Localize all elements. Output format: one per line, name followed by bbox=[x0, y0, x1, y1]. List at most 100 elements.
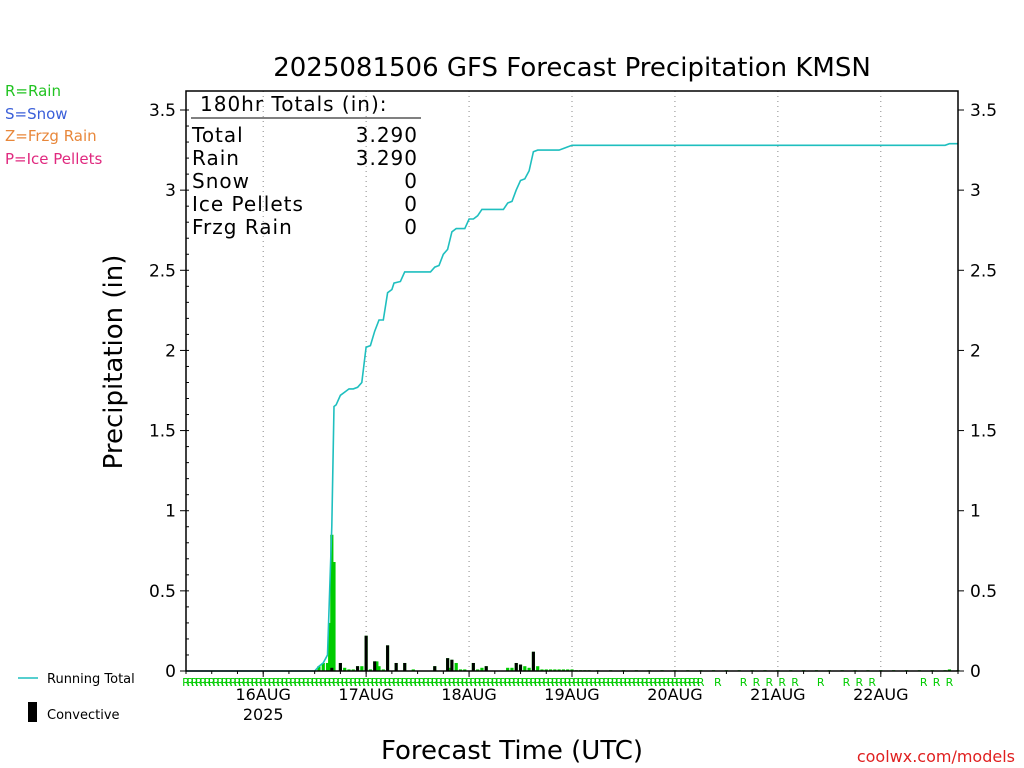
rain-type-marker: R bbox=[375, 676, 383, 689]
precip-bar bbox=[566, 669, 570, 671]
rain-type-marker: R bbox=[817, 676, 825, 689]
totals-box: 180hr Totals (in): Total 3.290 Rain 3.29… bbox=[191, 92, 421, 239]
running-total-line bbox=[186, 142, 958, 672]
rain-type-marker: R bbox=[294, 676, 302, 689]
rain-type-marker: R bbox=[650, 676, 658, 689]
rain-type-marker: R bbox=[431, 676, 439, 689]
rain-type-marker: R bbox=[448, 676, 456, 689]
rain-type-marker: R bbox=[538, 676, 546, 689]
totals-label-frzg-rain: Frzg Rain bbox=[192, 215, 293, 239]
rain-type-marker: R bbox=[409, 676, 417, 689]
convective-bar bbox=[330, 667, 334, 671]
rain-type-marker: R bbox=[654, 676, 662, 689]
totals-label-total: Total bbox=[191, 123, 244, 147]
convective-bar bbox=[519, 664, 523, 671]
rain-type-marker: R bbox=[208, 676, 216, 689]
rain-type-marker: R bbox=[251, 676, 259, 689]
rain-type-marker: R bbox=[238, 676, 246, 689]
rain-type-marker: R bbox=[547, 676, 555, 689]
rain-type-marker: R bbox=[671, 676, 679, 689]
precip-bar bbox=[321, 662, 325, 671]
rain-type-marker: R bbox=[229, 676, 237, 689]
precip-bar bbox=[347, 669, 351, 671]
convective-swatch bbox=[28, 702, 37, 722]
precip-bar bbox=[317, 666, 321, 671]
y-tick-label-left: 2 bbox=[165, 341, 176, 361]
convective-bar bbox=[531, 651, 535, 671]
precip-bar bbox=[544, 669, 548, 671]
totals-header: 180hr Totals (in): bbox=[200, 92, 388, 116]
rain-type-marker: R bbox=[444, 676, 452, 689]
x-tick-label: 16AUG bbox=[235, 685, 290, 704]
precip-bar bbox=[411, 669, 415, 671]
precip-bar bbox=[332, 562, 336, 671]
precip-bar bbox=[368, 669, 373, 671]
rain-type-marker: R bbox=[465, 676, 473, 689]
rain-type-marker: R bbox=[414, 676, 422, 689]
rain-type-marker: R bbox=[590, 676, 598, 689]
y-tick-label-right: 1.5 bbox=[970, 422, 997, 442]
legend-snow: S=Snow bbox=[5, 105, 68, 123]
rain-type-marker: R bbox=[491, 676, 499, 689]
rain-type-marker: R bbox=[658, 676, 666, 689]
rain-type-marker: R bbox=[452, 676, 460, 689]
rain-type-marker: R bbox=[946, 676, 954, 689]
y-tick-label-left: 2.5 bbox=[149, 261, 176, 281]
rain-type-marker: R bbox=[560, 676, 568, 689]
rain-type-marker: R bbox=[504, 676, 512, 689]
rain-type-marker: R bbox=[697, 676, 705, 689]
convective-bar bbox=[386, 645, 390, 671]
rain-type-marker: R bbox=[281, 676, 289, 689]
series-legend: Running Total Convective bbox=[18, 672, 135, 723]
rain-type-marker: R bbox=[740, 676, 748, 689]
y-tick-label-left: 0.5 bbox=[149, 582, 176, 602]
precip-bar bbox=[553, 669, 557, 671]
rain-type-marker: R bbox=[461, 676, 469, 689]
precip-bar bbox=[947, 669, 952, 671]
rain-type-marker: R bbox=[551, 676, 559, 689]
rain-type-marker: R bbox=[268, 676, 276, 689]
y-tick-label-left: 1.5 bbox=[149, 422, 176, 442]
rain-type-marker: R bbox=[255, 676, 263, 689]
rain-type-marker: R bbox=[345, 676, 353, 689]
rain-type-marker: R bbox=[427, 676, 435, 689]
precip-bar bbox=[454, 662, 458, 671]
rain-type-marker: R bbox=[663, 676, 671, 689]
rain-type-marker: R bbox=[234, 676, 242, 689]
rain-type-marker: R bbox=[487, 676, 495, 689]
rain-type-marker: R bbox=[512, 676, 520, 689]
convective-bar bbox=[364, 635, 368, 671]
running-total-layer bbox=[186, 142, 958, 672]
rain-type-marker: R bbox=[856, 676, 864, 689]
rain-type-marker: R bbox=[568, 676, 576, 689]
rain-type-marker: R bbox=[362, 676, 370, 689]
rain-type-marker: R bbox=[191, 676, 199, 689]
y-tick-label-left: 3 bbox=[165, 181, 176, 201]
rain-type-marker: R bbox=[358, 676, 366, 689]
rain-marker-layer: RRRRRRRRRRRRRRRRRRRRRRRRRRRRRRRRRRRRRRRR… bbox=[182, 676, 953, 689]
y-tick-label-right: 3.5 bbox=[970, 101, 997, 121]
rain-type-marker: R bbox=[216, 676, 224, 689]
rain-type-marker: R bbox=[418, 676, 426, 689]
rain-type-marker: R bbox=[598, 676, 606, 689]
rain-type-marker: R bbox=[401, 676, 409, 689]
rain-type-marker: R bbox=[765, 676, 773, 689]
convective-bar bbox=[403, 662, 407, 671]
precip-bar bbox=[561, 669, 566, 671]
rain-type-marker: R bbox=[500, 676, 508, 689]
totals-label-ice-pellets: Ice Pellets bbox=[192, 192, 304, 216]
y-axis-label: Precipitation (in) bbox=[99, 255, 129, 470]
y-tick-label-right: 3 bbox=[970, 181, 981, 201]
convective-bar bbox=[471, 662, 475, 671]
y-tick-label-right: 2.5 bbox=[970, 261, 997, 281]
rain-type-marker: R bbox=[684, 676, 692, 689]
watermark: coolwx.com/models bbox=[857, 747, 1015, 766]
rain-type-marker: R bbox=[478, 676, 486, 689]
precip-bar bbox=[458, 669, 463, 671]
convective-bar bbox=[484, 666, 488, 671]
convective-legend-label: Convective bbox=[47, 708, 120, 723]
rain-type-marker: R bbox=[624, 676, 632, 689]
rain-type-marker: R bbox=[933, 676, 941, 689]
rain-type-marker: R bbox=[620, 676, 628, 689]
